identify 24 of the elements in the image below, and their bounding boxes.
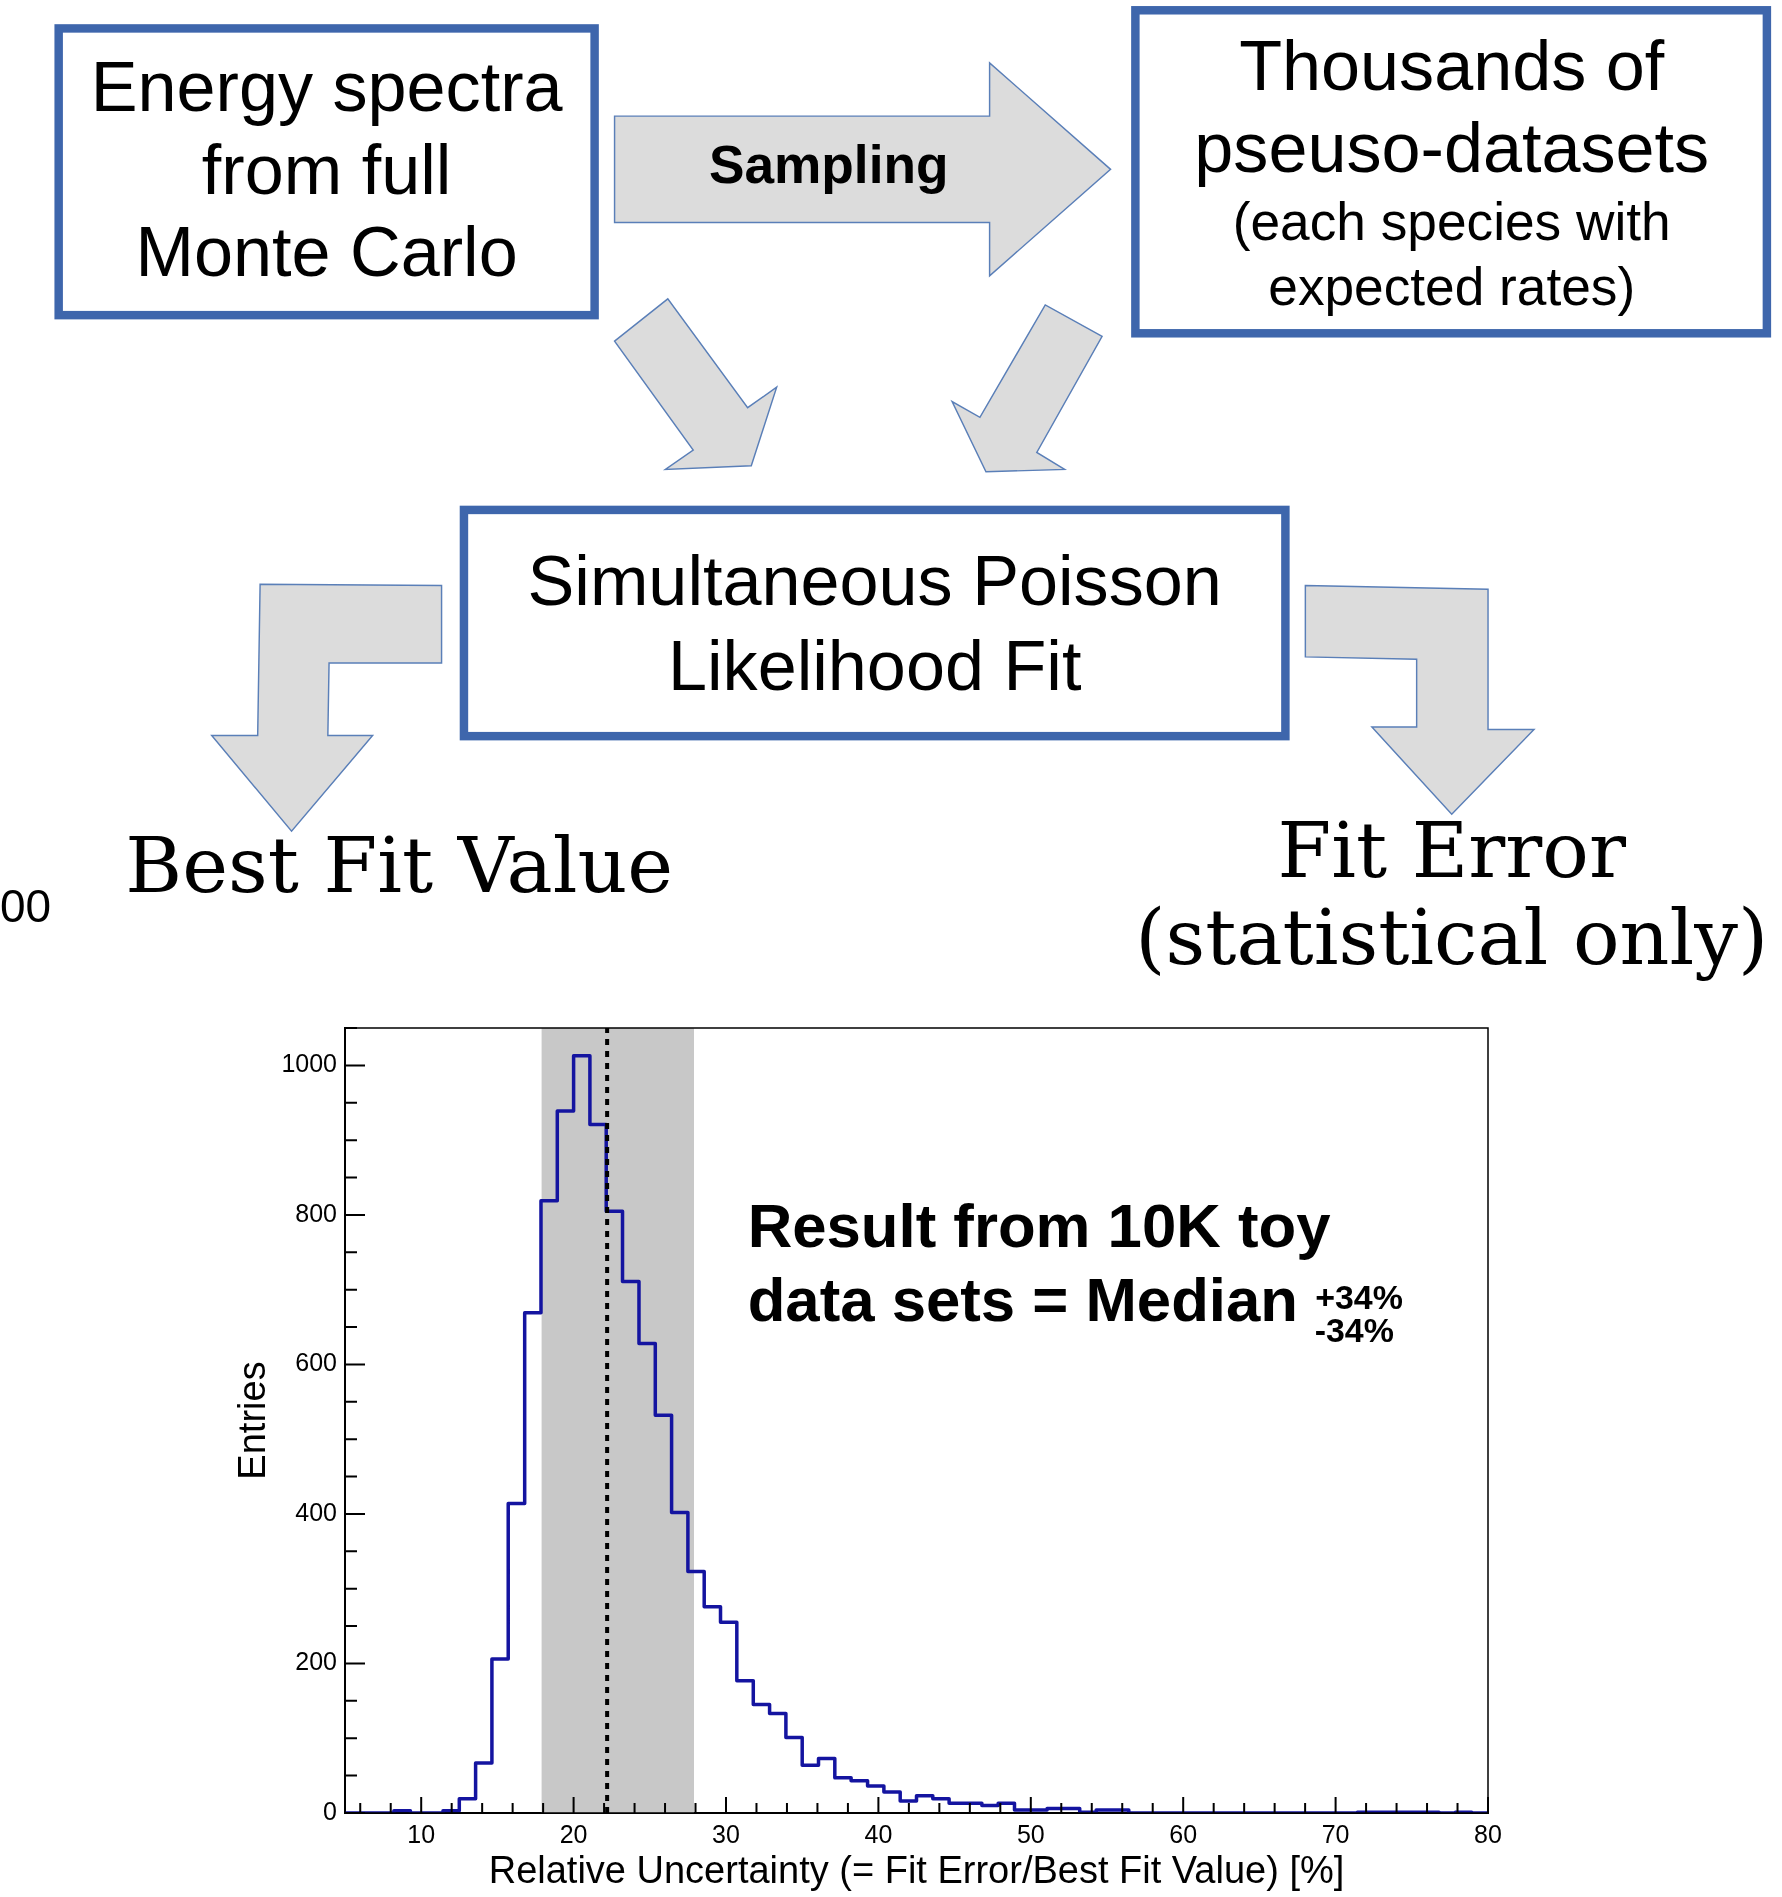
x-axis-title: Relative Uncertainty (= Fit Error/Best Fit Value) [%] bbox=[488, 1848, 1345, 1891]
x-tick-label: 40 bbox=[864, 1819, 893, 1848]
y-tick-label: 1000 bbox=[281, 1049, 337, 1078]
y-axis-title: Entries bbox=[231, 1361, 274, 1480]
text: Best Fit Value bbox=[124, 820, 675, 910]
text: Sampling bbox=[707, 134, 950, 195]
y-tick-label: 200 bbox=[295, 1647, 337, 1676]
y-tick-label: 0 bbox=[323, 1796, 337, 1825]
text: Thousands of pseuso-datasets bbox=[1193, 24, 1711, 189]
x-tick-label: 20 bbox=[559, 1819, 588, 1848]
x-tick-label: 10 bbox=[407, 1819, 436, 1848]
text: Fit Error (statistical only) bbox=[1134, 805, 1770, 982]
x-tick-label: 30 bbox=[712, 1819, 740, 1848]
text: 00 bbox=[0, 880, 52, 932]
text: Simultaneous Poisson Likelihood Fit bbox=[526, 539, 1223, 706]
y-tick-label: 600 bbox=[295, 1348, 337, 1377]
text: Energy spectra from full Monte Carlo bbox=[89, 46, 564, 292]
x-tick-label: 80 bbox=[1474, 1819, 1502, 1848]
x-tick-label: 60 bbox=[1169, 1819, 1198, 1848]
x-tick-label: 50 bbox=[1016, 1819, 1045, 1848]
y-tick-label: 800 bbox=[295, 1198, 337, 1227]
text: (each species with expected rates) bbox=[1231, 190, 1672, 318]
y-tick-label: 400 bbox=[295, 1497, 337, 1526]
x-tick-label: 70 bbox=[1321, 1819, 1350, 1848]
